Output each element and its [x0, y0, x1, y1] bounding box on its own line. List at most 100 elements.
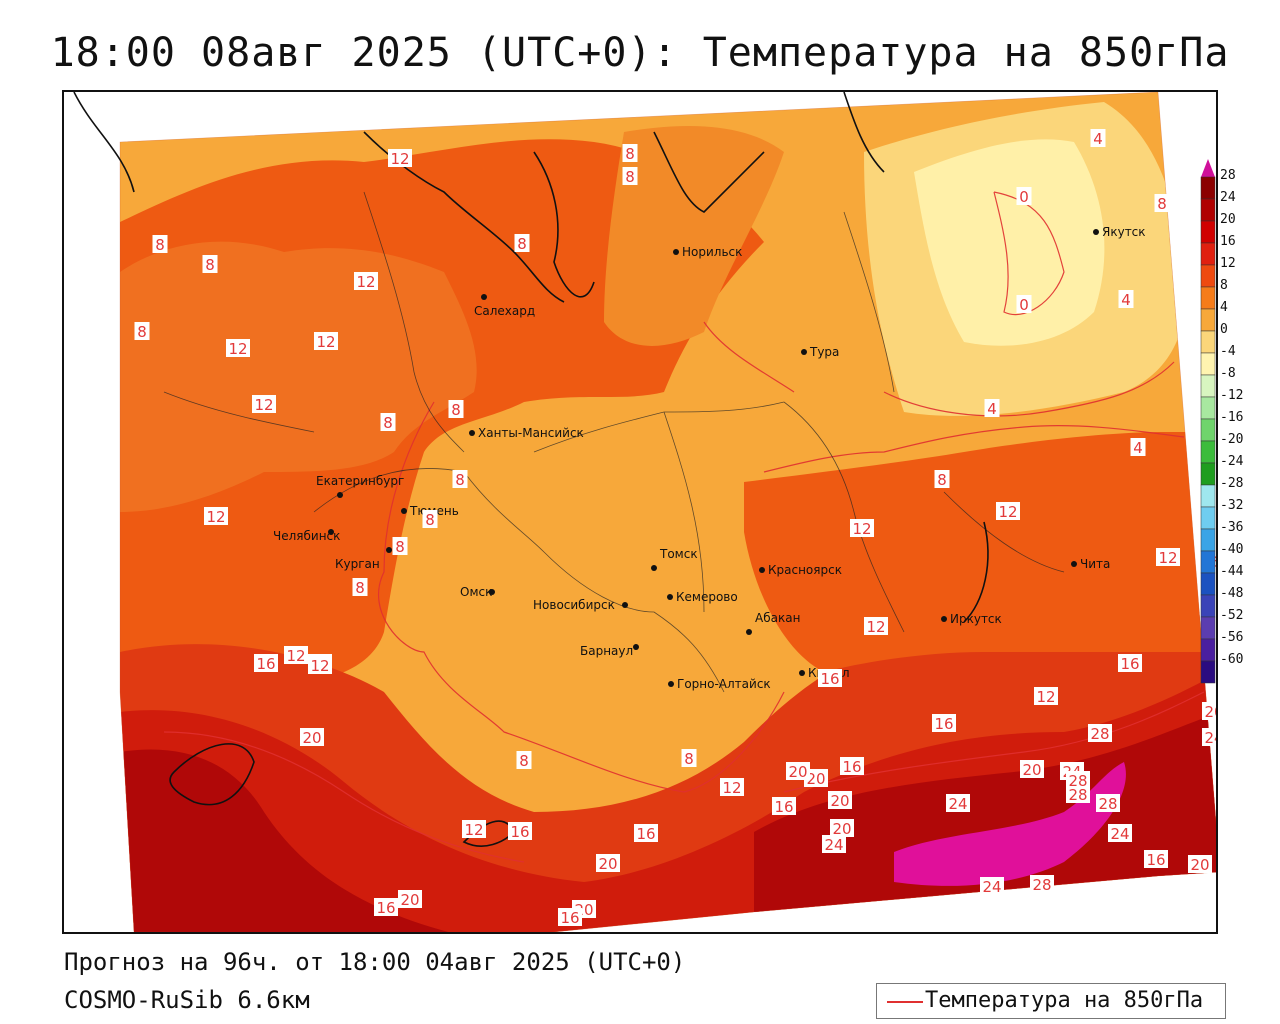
- isotherm-label-box: [864, 617, 888, 635]
- isotherm-label: 8: [519, 752, 529, 770]
- isotherm-label: 12: [356, 273, 375, 291]
- isotherm-label-box: [830, 819, 854, 837]
- isotherm-label: 20: [400, 891, 419, 909]
- isotherm-label-box: [462, 820, 486, 838]
- city-marker: [401, 508, 407, 514]
- colorbar-swatch: [1200, 374, 1216, 398]
- admin-boundaries: [163, 191, 1065, 693]
- colorbar-swatch: [1200, 220, 1216, 244]
- isotherm-label: 8: [383, 414, 393, 432]
- isotherm-label-box: [1118, 290, 1134, 308]
- isotherm-label-box: [202, 255, 218, 273]
- isotherm-label-box: [448, 400, 464, 418]
- isotherm-label-box: [822, 835, 846, 853]
- isotherm-label-box: [1118, 654, 1142, 672]
- forecast-caption: Прогноз на 96ч. от 18:00 04авг 2025 (UTC…: [64, 948, 686, 976]
- isotherm-label-box: [984, 399, 1000, 417]
- isotherm-label: 8: [137, 323, 147, 341]
- isotherm-label-box: [226, 339, 250, 357]
- isotherm-label-box: [1016, 187, 1032, 205]
- colorbar-swatch: [1200, 638, 1216, 662]
- isotherm-label: 24: [948, 795, 967, 813]
- isotherm-label: 4: [1093, 130, 1103, 148]
- colorbar: 28 24 20 16 12 8 4 0 -4 -8 -12 -16 -20 -24 -28 -32 -36 -4…: [1200, 155, 1280, 685]
- isotherm-label: 20: [302, 729, 321, 747]
- city-label: Абакан: [755, 611, 800, 625]
- colorbar-tick-label: -36: [1220, 520, 1244, 535]
- isotherm-label: 12: [722, 779, 741, 797]
- isotherm-label: 8: [684, 750, 694, 768]
- isotherm-label-box: [786, 762, 810, 780]
- city-marker: [673, 249, 679, 255]
- isotherm-label: 16: [774, 798, 793, 816]
- isotherm-label: 12: [464, 821, 483, 839]
- colorbar-tick-label: -4: [1220, 344, 1236, 359]
- colorbar-tick-label: -56: [1220, 630, 1244, 645]
- legend-line-swatch: [887, 1001, 923, 1003]
- city-marker: [801, 349, 807, 355]
- isotherm-label: 8: [155, 236, 165, 254]
- isotherm-label-box: [681, 749, 697, 767]
- colorbar-tick-label: 8: [1220, 278, 1228, 293]
- isotherm-label-box: [452, 470, 468, 488]
- city-label: Горно-Алтайск: [677, 677, 771, 691]
- isotherm-label: 8: [205, 256, 215, 274]
- isotherm-label-box: [596, 854, 620, 872]
- city-marker: [668, 681, 674, 687]
- isotherm-label-box: [388, 149, 412, 167]
- isotherm-label: 8: [1157, 195, 1167, 213]
- isotherm-label-box: [398, 890, 422, 908]
- isotherm-label: 0: [1019, 188, 1029, 206]
- line-legend: Температура на 850гПа: [876, 983, 1226, 1019]
- city-marker: [489, 589, 495, 595]
- city-label: Салехард: [474, 304, 535, 318]
- isotherm-label-box: [934, 470, 950, 488]
- isotherm-label-box: [1034, 687, 1058, 705]
- isotherm-label-box: [314, 332, 338, 350]
- isotherm-label: 16: [1146, 851, 1165, 869]
- colorbar-top-arrow: [1201, 159, 1215, 177]
- isotherm-label: 28: [1068, 772, 1087, 790]
- isotherm-label-box: [1156, 548, 1180, 566]
- isotherm-label-box: [622, 167, 638, 185]
- city-label: Барнаул: [580, 644, 633, 658]
- colorbar-tick-label: -60: [1220, 652, 1244, 667]
- city-marker: [799, 670, 805, 676]
- isotherm-label-box: [1020, 760, 1044, 778]
- isotherm-label: 8: [625, 168, 635, 186]
- isotherm-label: 20: [788, 763, 807, 781]
- colorbar-tick-label: -12: [1220, 388, 1244, 403]
- city-label: Кемерово: [676, 590, 738, 604]
- city-label: Курган: [335, 557, 380, 571]
- colorbar-swatch: [1200, 330, 1216, 354]
- city-marker: [667, 594, 673, 600]
- isotherm-label-box: [1030, 875, 1054, 893]
- colorbar-tick-label: 24: [1220, 190, 1236, 205]
- isotherm-label-box: [840, 757, 864, 775]
- colorbar-swatch: [1200, 396, 1216, 420]
- isotherm-label-box: [1154, 194, 1170, 212]
- isotherm-label-box: [980, 877, 1004, 895]
- city-marker: [469, 430, 475, 436]
- isotherm-label: 12: [316, 333, 335, 351]
- colorbar-tick-label: 16: [1220, 234, 1236, 249]
- isotherm-label: 20: [1022, 761, 1041, 779]
- isotherm-label: 16: [560, 909, 579, 927]
- cities-layer: Норильск Салехард Тура Якутск Ханты-Мансийск…: [273, 225, 1146, 691]
- isotherm-label: 20: [598, 855, 617, 873]
- colorbar-tick-label: -52: [1220, 608, 1244, 623]
- colorbar-swatch: [1200, 594, 1216, 618]
- colorbar-tick-label: -8: [1220, 366, 1236, 381]
- isotherm-label-box: [252, 395, 276, 413]
- isotherm-label: 24: [982, 878, 1001, 896]
- colorbar-swatch: [1200, 264, 1216, 288]
- isotherm-label: 12: [1036, 688, 1055, 706]
- colorbar-swatch: [1200, 286, 1216, 310]
- city-marker: [1071, 561, 1077, 567]
- city-marker: [746, 629, 752, 635]
- isotherm-label-box: [828, 791, 852, 809]
- isotherm-label: 24: [1204, 729, 1218, 747]
- colorbar-swatches: [1200, 159, 1216, 684]
- city-label: Челябинск: [273, 529, 340, 543]
- colorbar-swatch: [1200, 308, 1216, 332]
